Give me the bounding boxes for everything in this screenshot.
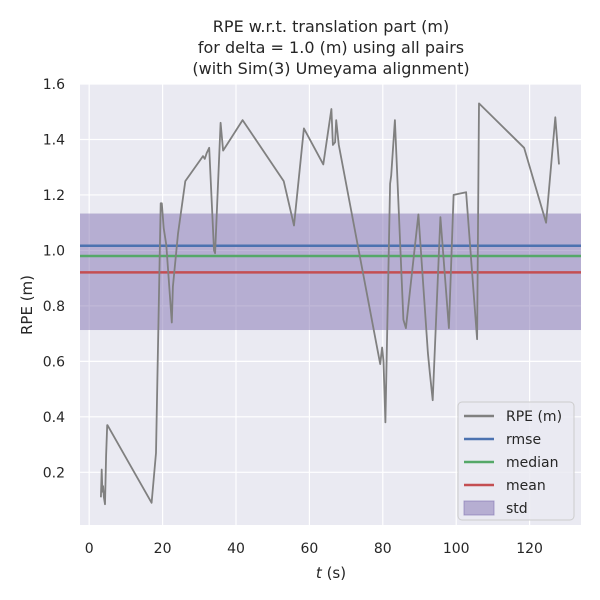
y-tick-label: 0.2	[43, 465, 65, 481]
chart-title-line-2: for delta = 1.0 (m) using all pairs	[198, 38, 464, 57]
y-tick-label: 0.6	[43, 354, 65, 370]
legend: RPE (m) rmse median mean std	[457, 401, 575, 521]
legend-label-rpe-m: RPE (m)	[506, 409, 562, 425]
x-axis-ticks: 0 20 40 60 80 100 120	[85, 541, 543, 557]
x-tick-label: 0	[85, 541, 94, 557]
x-tick-label: 20	[154, 541, 172, 557]
y-axis-ticks: 0.2 0.4 0.6 0.8 1.0 1.2 1.4 1.6	[43, 77, 65, 481]
legend-label-rmse: rmse	[506, 432, 541, 448]
x-tick-label: 80	[374, 541, 392, 557]
y-tick-label: 1.4	[43, 132, 65, 148]
rpe-series-line	[100, 102, 560, 506]
x-axis-label-unit: (s)	[322, 564, 346, 582]
stat-lines-layer	[80, 244, 581, 274]
legend-box	[457, 401, 575, 521]
rpe-series-layer	[100, 102, 560, 506]
x-tick-label: 120	[516, 541, 543, 557]
y-tick-label: 1.0	[43, 243, 65, 259]
legend-swatch-std	[463, 500, 495, 516]
y-tick-label: 1.6	[43, 77, 65, 93]
x-tick-label: 100	[443, 541, 470, 557]
x-tick-label: 60	[300, 541, 318, 557]
y-tick-label: 0.8	[43, 299, 65, 315]
legend-label-mean: mean	[506, 478, 546, 494]
y-axis-label: RPE (m)	[18, 275, 36, 335]
legend-label-std: std	[506, 501, 528, 517]
chart-title: RPE w.r.t. translation part (m) for delt…	[192, 17, 469, 78]
chart-title-line-3: (with Sim(3) Umeyama alignment)	[192, 59, 469, 78]
x-axis-label: t (s)	[316, 564, 346, 582]
chart-title-line-1: RPE w.r.t. translation part (m)	[213, 17, 449, 36]
x-tick-label: 40	[227, 541, 245, 557]
x-axis-label-variable: t	[316, 564, 323, 582]
y-tick-label: 1.2	[43, 188, 65, 204]
y-tick-label: 0.4	[43, 410, 65, 426]
legend-label-median: median	[506, 455, 558, 471]
